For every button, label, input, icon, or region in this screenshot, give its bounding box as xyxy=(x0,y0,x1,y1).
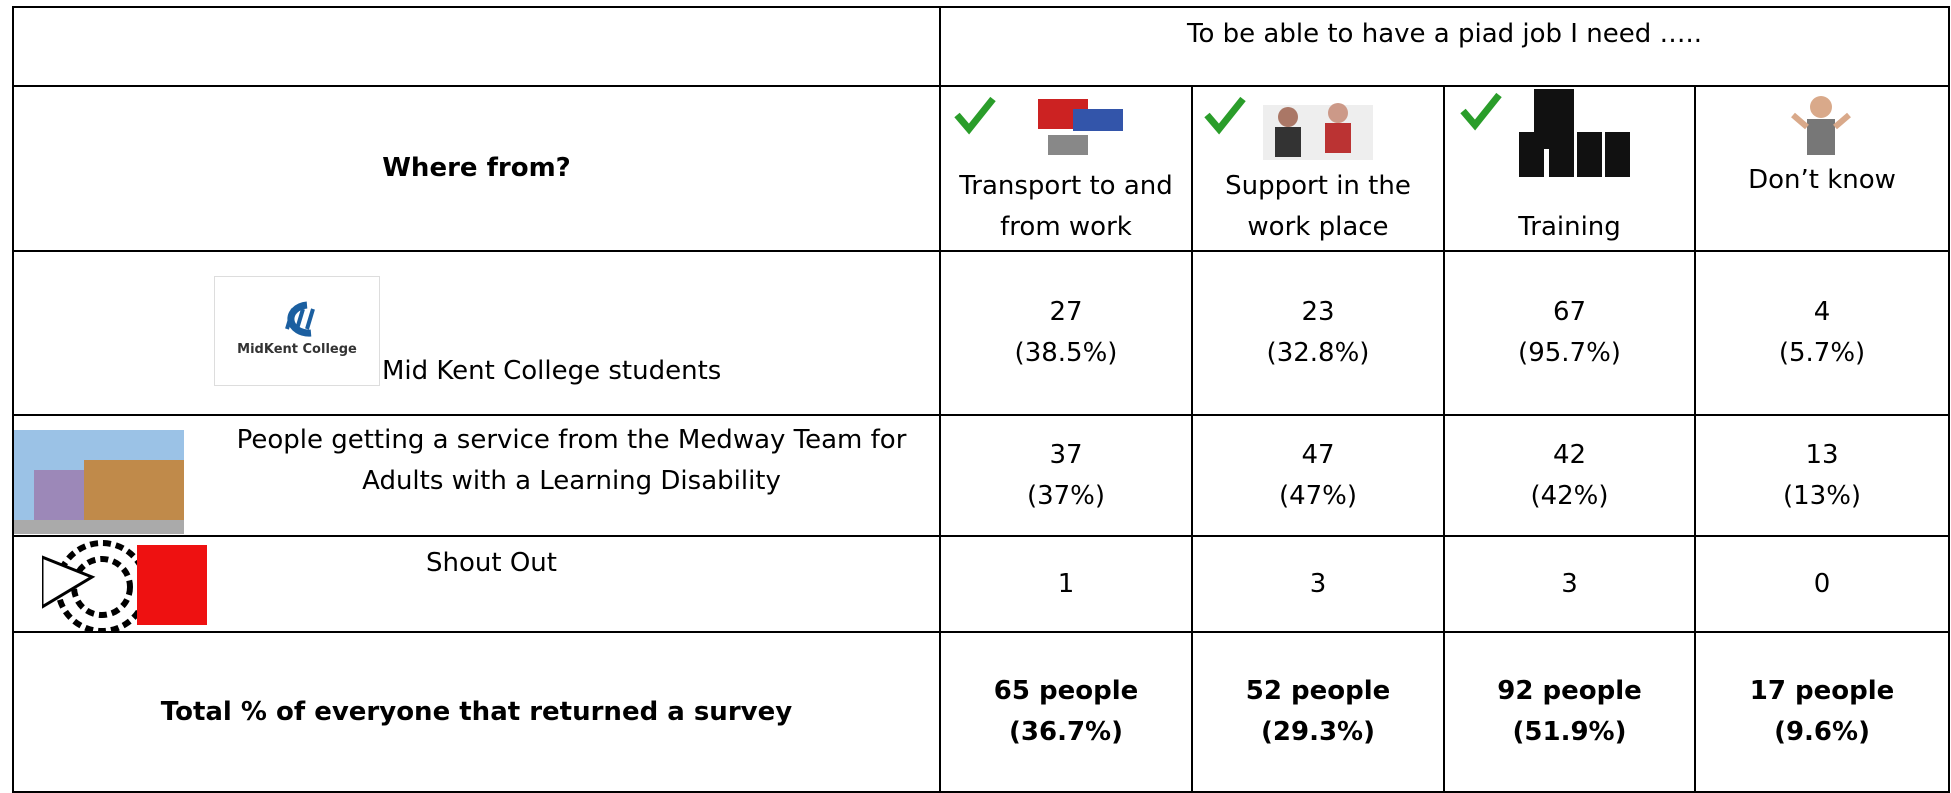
transport-icon xyxy=(953,95,1143,165)
count: 92 people xyxy=(1445,671,1694,712)
dont-know-icon xyxy=(1791,93,1851,157)
cell: 67(95.7%) xyxy=(1444,251,1695,415)
percent: (51.9%) xyxy=(1445,712,1694,753)
training-icon xyxy=(1459,87,1659,182)
column-header: Don’t know xyxy=(1695,86,1949,251)
count: 37 xyxy=(941,435,1191,476)
question: To be able to have a piad job I need ….. xyxy=(940,7,1949,86)
count: 0 xyxy=(1696,564,1948,605)
total-cell: 52 people(29.3%) xyxy=(1192,632,1444,792)
support-icon xyxy=(1203,95,1393,165)
percent: (47%) xyxy=(1193,476,1443,517)
header-blank xyxy=(13,7,940,86)
percent: (9.6%) xyxy=(1696,712,1948,753)
percent: (29.3%) xyxy=(1193,712,1443,753)
row-header: Where from? xyxy=(13,86,940,251)
row-label: Mid Kent College students xyxy=(382,351,721,392)
column-header: Support in the work place xyxy=(1192,86,1444,251)
count: 65 people xyxy=(941,671,1191,712)
cell: 42(42%) xyxy=(1444,415,1695,536)
percent: (32.8%) xyxy=(1193,333,1443,374)
total-cell: 92 people(51.9%) xyxy=(1444,632,1695,792)
count: 27 xyxy=(941,292,1191,333)
percent: (38.5%) xyxy=(941,333,1191,374)
cell: 4(5.7%) xyxy=(1695,251,1949,415)
count: 3 xyxy=(1445,564,1694,605)
count: 47 xyxy=(1193,435,1443,476)
cell: 0 xyxy=(1695,536,1949,632)
row-label-cell: Shout Out xyxy=(13,536,940,632)
count: 1 xyxy=(941,564,1191,605)
percent: (37%) xyxy=(941,476,1191,517)
percent: (36.7%) xyxy=(941,712,1191,753)
count: 23 xyxy=(1193,292,1443,333)
count: 13 xyxy=(1696,435,1948,476)
total-label: Total % of everyone that returned a surv… xyxy=(13,632,940,792)
column-header: Training xyxy=(1444,86,1695,251)
cell: 1 xyxy=(940,536,1192,632)
count: 17 people xyxy=(1696,671,1948,712)
logo-mark xyxy=(267,299,327,339)
count: 52 people xyxy=(1193,671,1443,712)
college-logo: MidKent College xyxy=(214,276,380,386)
row-label-cell: People getting a service from the Medway… xyxy=(13,415,940,536)
row-label-cell: MidKent College Mid Kent College student… xyxy=(13,251,940,415)
logo-text: MidKent College xyxy=(215,343,379,357)
building-photo xyxy=(14,430,184,534)
cell: 47(47%) xyxy=(1192,415,1444,536)
count: 3 xyxy=(1193,564,1443,605)
count: 4 xyxy=(1696,292,1948,333)
percent: (13%) xyxy=(1696,476,1948,517)
survey-table: To be able to have a piad job I need …..… xyxy=(12,6,1950,793)
percent: (5.7%) xyxy=(1696,333,1948,374)
count: 67 xyxy=(1445,292,1694,333)
total-cell: 65 people(36.7%) xyxy=(940,632,1192,792)
column-label: Transport to and from work xyxy=(941,166,1191,250)
page: To be able to have a piad job I need …..… xyxy=(0,0,1951,792)
column-header: Transport to and from work xyxy=(940,86,1192,251)
cell: 37(37%) xyxy=(940,415,1192,536)
total-cell: 17 people(9.6%) xyxy=(1695,632,1949,792)
percent: (42%) xyxy=(1445,476,1694,517)
column-label: Support in the work place xyxy=(1193,166,1443,250)
cell: 13(13%) xyxy=(1695,415,1949,536)
percent: (95.7%) xyxy=(1445,333,1694,374)
count: 42 xyxy=(1445,435,1694,476)
cell: 27(38.5%) xyxy=(940,251,1192,415)
cell: 23(32.8%) xyxy=(1192,251,1444,415)
shout-out-logo xyxy=(42,537,212,633)
column-label: Training xyxy=(1445,207,1694,250)
cell: 3 xyxy=(1192,536,1444,632)
cell: 3 xyxy=(1444,536,1695,632)
